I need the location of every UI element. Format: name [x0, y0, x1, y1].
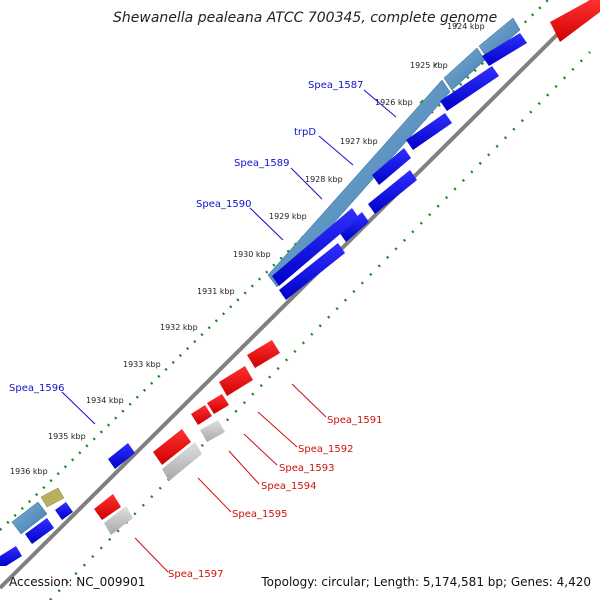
gene-label[interactable]: Spea_1591 [327, 415, 382, 426]
tick-label: 1934 kbp [86, 396, 124, 405]
gene-label[interactable]: Spea_1590 [196, 199, 251, 210]
tick-label: 1927 kbp [340, 137, 378, 146]
gene-arrow-reverse[interactable] [94, 494, 121, 520]
gene-label[interactable]: Spea_1594 [261, 481, 316, 492]
forward-label-leaders [61, 89, 397, 425]
gene-arrow-forward[interactable] [0, 546, 22, 566]
tick-label: 1932 kbp [160, 323, 198, 332]
forward-gene-labels: Spea_1587 trpD Spea_1589 Spea_1590 Spea_… [9, 80, 363, 394]
operon-feature[interactable] [11, 501, 48, 535]
gene-arrow-other[interactable] [162, 442, 202, 481]
tick-label: 1925 kbp [410, 61, 448, 70]
gene-arrow-reverse[interactable] [550, 0, 600, 42]
gene-arrow-forward[interactable] [482, 33, 527, 66]
tick-label: 1929 kbp [269, 212, 307, 221]
gene-label[interactable]: Spea_1589 [234, 158, 289, 169]
reverse-cds-track [94, 0, 600, 535]
gene-arrow-forward[interactable] [55, 502, 73, 520]
tick-label: 1926 kbp [375, 98, 413, 107]
gene-arrow-forward[interactable] [25, 518, 54, 544]
tick-marks [419, 22, 459, 104]
gc-skew-track-inner [49, 51, 591, 600]
tick-label: 1933 kbp [123, 360, 161, 369]
gene-arrow-forward[interactable] [440, 66, 499, 111]
gene-arrow-forward[interactable] [368, 170, 417, 214]
tick-label: 1924 kbp [447, 22, 485, 31]
forward-operon-track [11, 17, 521, 535]
genome-backbone [0, 0, 594, 590]
gene-label[interactable]: Spea_1587 [308, 80, 363, 91]
gene-arrow-other[interactable] [200, 420, 225, 442]
gc-skew-track-outer [0, 0, 549, 531]
reverse-label-leaders [134, 383, 327, 573]
tick-label: 1931 kbp [197, 287, 235, 296]
misc-feature[interactable] [40, 487, 65, 508]
genome-stats-text: Topology: circular; Length: 5,174,581 bp… [260, 575, 591, 589]
gene-arrow-reverse[interactable] [219, 366, 253, 396]
map-title: Shewanella pealeana ATCC 700345, complet… [113, 10, 497, 26]
tick-label: 1930 kbp [233, 250, 271, 259]
gene-label[interactable]: Spea_1596 [9, 383, 64, 394]
gene-arrow-reverse[interactable] [191, 405, 212, 425]
gene-arrow-forward[interactable] [372, 148, 411, 185]
tick-label: 1935 kbp [48, 432, 86, 441]
gene-arrow-reverse[interactable] [247, 340, 280, 368]
forward-cds-track [0, 33, 527, 566]
gene-arrow-forward[interactable] [108, 443, 135, 469]
reverse-gene-labels: Spea_1591 Spea_1592 Spea_1593 Spea_1594 … [168, 415, 382, 580]
gene-label[interactable]: Spea_1595 [232, 509, 287, 520]
tick-labels: 1924 kbp 1925 kbp 1926 kbp 1927 kbp 1928… [10, 22, 485, 476]
gene-arrow-forward[interactable] [272, 208, 359, 286]
gene-arrow-forward[interactable] [339, 212, 369, 242]
operon-feature[interactable] [267, 79, 451, 288]
gene-arrow-other[interactable] [104, 506, 133, 535]
gene-label[interactable]: trpD [294, 127, 316, 138]
gene-arrow-forward[interactable] [406, 113, 452, 150]
gene-arrow-reverse[interactable] [153, 429, 191, 465]
gene-label[interactable]: Spea_1597 [168, 569, 223, 580]
tick-label: 1928 kbp [305, 175, 343, 184]
gene-label[interactable]: Spea_1592 [298, 444, 353, 455]
gene-arrow-reverse[interactable] [207, 394, 229, 414]
tick-label: 1936 kbp [10, 467, 48, 476]
gene-arrow-forward[interactable] [279, 243, 345, 300]
accession-text: Accession: NC_009901 [9, 575, 145, 589]
gene-label[interactable]: Spea_1593 [279, 463, 334, 474]
